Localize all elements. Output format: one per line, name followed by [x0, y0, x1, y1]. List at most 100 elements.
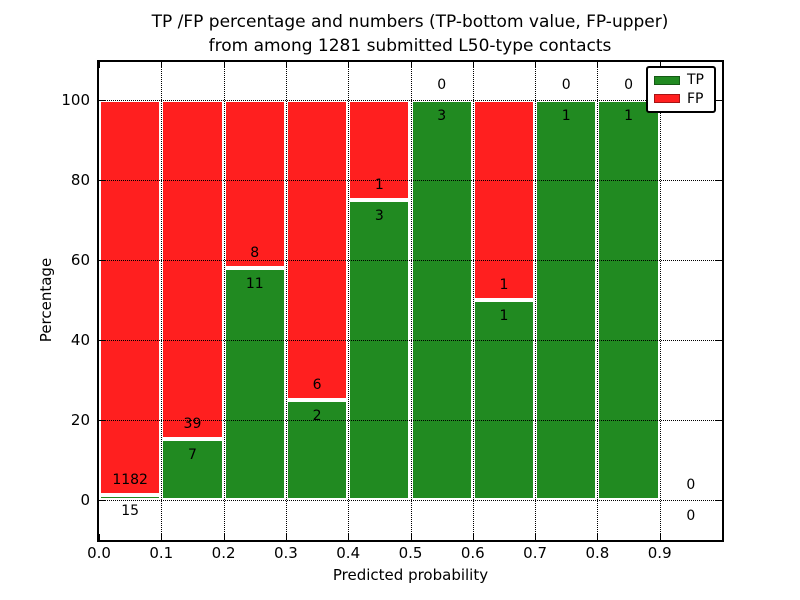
- tp-count-label: 7: [187, 447, 197, 464]
- y-tick-label: 40: [70, 331, 90, 349]
- y-axis-label: Percentage: [37, 257, 55, 343]
- fp-count-label: 8: [250, 245, 260, 262]
- v-gridline: [659, 62, 661, 540]
- x-tick-label: 0.1: [149, 544, 174, 562]
- y-tick-label: 80: [70, 171, 90, 189]
- fp-bar-segment: [348, 100, 411, 200]
- tp-bar-segment: [597, 100, 660, 500]
- tp-count-label: 1: [561, 108, 571, 124]
- y-tick-right: [716, 100, 722, 101]
- x-tick-top: [410, 62, 412, 68]
- y-tick-label: 20: [70, 411, 90, 429]
- v-gridline: [410, 62, 412, 540]
- chart-title: TP /FP percentage and numbers (TP-bottom…: [20, 10, 800, 58]
- x-tick-top: [597, 62, 599, 68]
- tp-bar-segment: [535, 100, 598, 500]
- y-tick-right: [716, 260, 722, 261]
- v-gridline: [348, 62, 350, 540]
- x-tick-label: 0.3: [273, 544, 298, 562]
- tp-bar-segment: [410, 100, 473, 500]
- y-tick-left: [99, 100, 105, 101]
- tp-count-label: 11: [245, 276, 264, 293]
- x-tick-top: [285, 62, 287, 68]
- fp-count-label: 1182: [112, 472, 148, 488]
- v-gridline: [161, 62, 163, 540]
- chart-title-line2: from among 1281 submitted L50-type conta…: [208, 36, 612, 56]
- tp-count-label: 1: [499, 308, 509, 324]
- y-tick-right: [716, 500, 722, 501]
- x-tick-bottom: [161, 534, 163, 540]
- x-tick-label: 0.0: [87, 544, 111, 562]
- legend-entry-fp: FP: [654, 91, 708, 107]
- fp-bar-segment: [472, 100, 536, 300]
- tp-bar-segment: [223, 268, 286, 500]
- tp-bar-segment: [161, 439, 224, 500]
- fp-bar-segment: [161, 100, 224, 440]
- x-tick-bottom: [99, 534, 100, 540]
- x-tick-label: 0.8: [585, 544, 610, 562]
- x-tick-label: 0.9: [647, 544, 672, 562]
- y-tick-label: 100: [61, 91, 90, 109]
- x-tick-top: [99, 62, 100, 68]
- x-tick-label: 0.7: [523, 544, 548, 562]
- tp-count-label: 0: [686, 508, 696, 524]
- v-gridline: [535, 62, 537, 540]
- x-tick-bottom: [223, 534, 225, 540]
- x-tick-top: [659, 62, 661, 68]
- tp-count-label: 2: [312, 408, 322, 424]
- v-gridline: [285, 62, 287, 540]
- v-gridline: [472, 62, 474, 540]
- tp-swatch-icon: [654, 75, 680, 85]
- x-tick-label: 0.4: [336, 544, 361, 562]
- fp-count-label: 39: [183, 416, 202, 433]
- y-tick-left: [99, 260, 105, 261]
- x-axis-label: Predicted probability: [332, 566, 489, 584]
- legend-label-fp: FP: [687, 90, 704, 107]
- fp-count-label: 0: [686, 477, 696, 493]
- fp-swatch-icon: [654, 94, 680, 104]
- fp-count-label: 6: [312, 377, 322, 393]
- chart-title-line1: TP /FP percentage and numbers (TP-bottom…: [151, 12, 669, 32]
- y-tick-label: 0: [80, 491, 90, 509]
- x-tick-bottom: [659, 534, 661, 540]
- x-tick-label: 0.2: [211, 544, 236, 562]
- x-tick-label: 0.6: [460, 544, 485, 562]
- x-tick-bottom: [410, 534, 412, 540]
- fp-count-label: 0: [437, 77, 447, 93]
- x-tick-bottom: [472, 534, 474, 540]
- y-tick-left: [99, 420, 105, 421]
- legend-label-tp: TP: [687, 72, 704, 89]
- x-tick-top: [348, 62, 350, 68]
- tp-bar-segment: [348, 200, 411, 500]
- x-tick-bottom: [597, 534, 599, 540]
- fp-count-label: 0: [561, 77, 571, 93]
- fp-bar-segment: [285, 100, 349, 400]
- v-gridline: [223, 62, 225, 540]
- tp-count-label: 3: [437, 108, 447, 124]
- x-tick-top: [223, 62, 225, 68]
- plot-area: 1182 15 39 7 8 11 6 2 1 3 0 3 1 1 0 1 0 1 0 0: [97, 60, 724, 542]
- x-tick-top: [472, 62, 474, 68]
- y-tick-right: [716, 340, 722, 341]
- x-tick-bottom: [285, 534, 287, 540]
- y-tick-right: [716, 420, 722, 421]
- fp-bar-segment: [223, 100, 286, 269]
- v-gridline: [597, 62, 599, 540]
- fp-bar-segment: [99, 100, 162, 495]
- fp-count-label: 1: [374, 177, 384, 193]
- x-tick-label: 0.5: [398, 544, 423, 562]
- fp-count-label: 1: [499, 277, 509, 293]
- tp-count-label: 3: [374, 208, 384, 224]
- x-tick-top: [535, 62, 537, 68]
- y-tick-left: [99, 500, 105, 501]
- legend-entry-tp: TP: [654, 72, 708, 88]
- y-tick-left: [99, 340, 105, 341]
- legend: TP FP: [646, 66, 716, 113]
- tp-count-label: 1: [624, 108, 633, 124]
- tp-bar-segment: [472, 300, 536, 500]
- tp-count-label: 15: [121, 503, 140, 519]
- y-tick-left: [99, 180, 105, 181]
- fp-count-label: 0: [624, 77, 633, 93]
- tp-bar-segment: [99, 495, 162, 500]
- x-tick-bottom: [348, 534, 350, 540]
